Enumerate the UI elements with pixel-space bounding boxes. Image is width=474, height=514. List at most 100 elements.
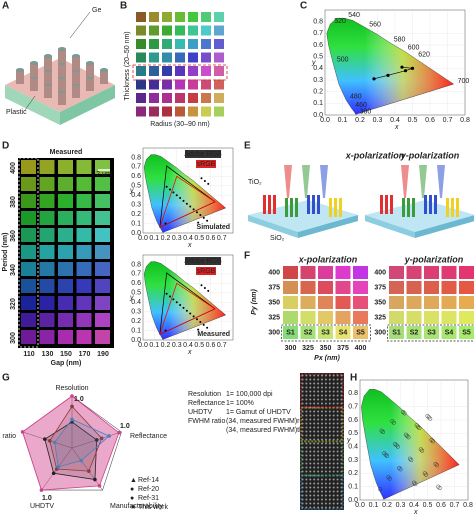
point [405, 434, 410, 439]
pillar [429, 195, 432, 209]
label: 0.7 [443, 117, 453, 124]
swatch [300, 281, 316, 294]
label: 0.0 [313, 112, 323, 119]
point [414, 423, 419, 428]
pillar-dot [301, 458, 304, 461]
pillar-dot [324, 446, 327, 449]
pillar-dot [324, 502, 327, 505]
pillar-dot [317, 426, 320, 429]
swatch [201, 39, 211, 49]
pillar-dot [321, 398, 323, 401]
point [199, 214, 202, 217]
label: S5 [462, 329, 471, 336]
pillar-dot [336, 434, 339, 437]
point [436, 484, 441, 489]
label: Py (nm) [251, 288, 258, 314]
region [300, 475, 344, 510]
swatch [136, 106, 146, 117]
pillar-dot [317, 418, 320, 421]
swatch [76, 228, 92, 242]
pillar-dot [328, 506, 331, 509]
pillar [424, 195, 427, 209]
pillar-dot [336, 386, 339, 389]
pillar-dot [324, 394, 327, 397]
pillar-dot [340, 462, 343, 465]
label: Ref-20 [138, 486, 159, 493]
label: 0.3 [172, 342, 182, 349]
pillar-dot [305, 422, 308, 425]
swatch [162, 93, 172, 103]
pillar-dot [317, 374, 320, 377]
label: 1.0 [120, 423, 130, 430]
pillar-dot [328, 386, 331, 389]
swatch [95, 245, 110, 259]
label: 0.3 [313, 77, 323, 84]
pillar [86, 77, 94, 91]
pillar-dot [313, 458, 316, 461]
pillar [30, 77, 38, 91]
pillar-dot [336, 470, 339, 473]
pillar-dot [321, 410, 323, 413]
pillar-dot [332, 482, 335, 485]
pillar-dot [328, 378, 331, 381]
pillar-dot [324, 466, 327, 469]
light-cone [320, 165, 328, 198]
pillar-dot [340, 438, 343, 441]
swatch [136, 39, 146, 49]
pillar-dot [340, 502, 343, 505]
pillar-dot [309, 414, 312, 417]
pillar [434, 195, 437, 209]
label: 0.2 [131, 211, 141, 218]
label: S2 [410, 329, 419, 336]
label: 0.7 [313, 30, 323, 37]
substrate-side [248, 215, 298, 238]
label: 0.4 [390, 117, 400, 124]
label: 380 [360, 108, 372, 115]
point [196, 211, 198, 214]
pillar-dot [332, 442, 335, 445]
pillar-dot [332, 374, 335, 377]
radar-area [22, 395, 120, 491]
label: D [2, 141, 9, 152]
pillar-dot [313, 410, 316, 413]
label: 620 [418, 52, 430, 59]
swatch [76, 245, 92, 259]
label: Ref-14 [138, 477, 159, 484]
label: 700 [458, 78, 470, 85]
pillar-dot [340, 430, 343, 433]
swatch [162, 106, 172, 117]
label: TiO₂ [248, 179, 262, 186]
label: y [346, 437, 351, 444]
pillar-dot [332, 434, 335, 437]
point [164, 222, 167, 225]
pillar-dot [313, 486, 316, 489]
swatch [76, 262, 92, 276]
point [207, 182, 210, 185]
label: 2 μm [96, 171, 112, 178]
point [412, 480, 417, 485]
pillar-dot [321, 414, 323, 417]
label: 0.5 [313, 54, 323, 61]
pillar-dot [340, 498, 343, 501]
pillar-dot [305, 486, 308, 489]
pillar-dot [321, 390, 323, 393]
swatch [162, 25, 172, 36]
pillar-dot [317, 414, 320, 417]
label: 0.0 [138, 342, 148, 349]
pillar-dot [309, 470, 312, 473]
pillar-dot [324, 410, 327, 413]
point [182, 199, 185, 202]
pillar [44, 56, 52, 70]
legend-box [196, 160, 216, 168]
pillar-dot [317, 494, 320, 497]
pillar-dot [321, 418, 323, 421]
label: 1= 100,000 dpi [226, 391, 273, 398]
pillar-top [44, 54, 52, 58]
pillar-dot [336, 450, 339, 453]
pillar-dot [309, 422, 312, 425]
point [378, 487, 383, 492]
radar-point [94, 438, 99, 442]
pillar-dot [336, 482, 339, 485]
point [400, 65, 404, 69]
region [300, 441, 344, 476]
